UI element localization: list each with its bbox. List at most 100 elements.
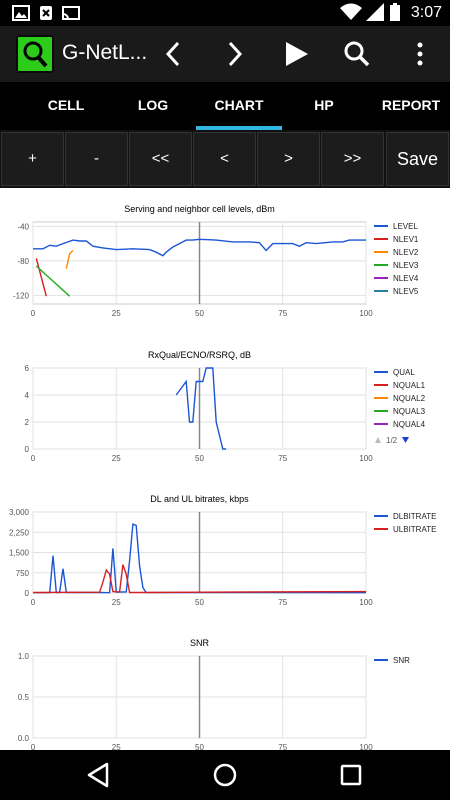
- x-tick-label: 0: [31, 598, 36, 607]
- tab-bar: CELL LOG CHART HP REPORT: [0, 82, 450, 130]
- tab-chart[interactable]: CHART: [196, 82, 282, 130]
- status-bar: 3:07: [0, 0, 450, 26]
- first-page-button[interactable]: <<: [129, 132, 192, 186]
- x-tick-label: 0: [31, 454, 36, 463]
- chart-2: RxQual/ECNO/RSRQ, dB 0 25 50 75 100 0 2 4 6 QUAL NQ…: [25, 350, 426, 463]
- tab-hp[interactable]: HP: [282, 82, 366, 130]
- legend-label: SNR: [393, 656, 410, 665]
- x-tick-label: 50: [195, 743, 204, 750]
- x-tick-label: 75: [278, 743, 287, 750]
- legend-label: NQUAL3: [393, 407, 426, 416]
- app-bar: G-NetL...: [0, 26, 450, 82]
- series-line-nlev3: [35, 265, 71, 297]
- tab-selected-indicator: [196, 126, 282, 130]
- home-icon[interactable]: [210, 760, 240, 790]
- legend-label: NLEV1: [393, 235, 419, 244]
- y-tick-label: 4: [25, 391, 30, 400]
- tab-label: REPORT: [381, 97, 441, 113]
- search-icon[interactable]: [337, 34, 377, 74]
- chart-title: SNR: [190, 638, 210, 648]
- legend-label: NQUAL1: [393, 381, 426, 390]
- x-tick-label: 50: [195, 309, 204, 318]
- legend-label: NLEV5: [393, 287, 419, 296]
- y-tick-label: -80: [17, 257, 29, 266]
- y-tick-label: -40: [17, 222, 29, 231]
- legend-label: NQUAL2: [393, 394, 426, 403]
- x-tick-label: 100: [359, 598, 373, 607]
- system-nav-bar: [0, 750, 450, 800]
- x-tick-label: 25: [112, 598, 121, 607]
- x-tick-label: 100: [359, 309, 373, 318]
- y-tick-label: 2,250: [9, 528, 30, 537]
- chevron-left-icon[interactable]: [154, 34, 194, 74]
- x-tick-label: 100: [359, 454, 373, 463]
- legend-next-page-icon: [402, 437, 409, 443]
- save-button[interactable]: Save: [386, 132, 449, 186]
- series-line-ulbitrate: [32, 564, 367, 594]
- legend-label: LEVEL: [393, 222, 418, 231]
- tab-log[interactable]: LOG: [122, 82, 184, 130]
- y-tick-label: 3,000: [9, 508, 30, 517]
- x-tick-label: 50: [195, 598, 204, 607]
- chevron-right-icon[interactable]: [214, 34, 254, 74]
- y-tick-label: 0: [25, 589, 30, 598]
- app-title: G-NetL...: [62, 41, 148, 64]
- x-tick-label: 25: [112, 743, 121, 750]
- tab-report[interactable]: REPORT: [366, 82, 450, 130]
- charts-area: Serving and neighbor cell levels, dBm 0 25…: [0, 188, 450, 750]
- chart-1: Serving and neighbor cell levels, dBm 0 25…: [13, 204, 419, 318]
- y-tick-label: 0: [25, 445, 30, 454]
- x-tick-label: 0: [31, 743, 36, 750]
- y-tick-label: -120: [13, 291, 30, 300]
- y-tick-label: 1.0: [18, 652, 30, 661]
- legend-page-indicator: 1/2: [386, 436, 398, 445]
- tab-label: HP: [314, 97, 334, 113]
- y-tick-label: 750: [16, 569, 30, 578]
- app-logo-icon[interactable]: [16, 35, 54, 73]
- no-sim-icon: [40, 6, 52, 20]
- overflow-menu-icon[interactable]: [400, 34, 440, 74]
- x-tick-label: 75: [278, 598, 287, 607]
- series-line-level: [33, 238, 366, 257]
- zoom-out-button[interactable]: -: [65, 132, 128, 186]
- tab-label: CELL: [47, 97, 85, 113]
- legend-label: NLEV3: [393, 261, 419, 270]
- legend-label: NLEV2: [393, 248, 419, 257]
- y-tick-label: 6: [25, 364, 30, 373]
- legend-label: NLEV4: [393, 274, 419, 283]
- tab-label: CHART: [214, 97, 264, 113]
- clock: 3:07: [410, 4, 442, 21]
- legend-label: NQUAL4: [393, 420, 426, 429]
- legend-label: DLBITRATE: [393, 512, 436, 521]
- tab-cell[interactable]: CELL: [10, 82, 122, 130]
- chart-title: DL and UL bitrates, kbps: [150, 494, 249, 504]
- legend-label: ULBITRATE: [393, 525, 436, 534]
- zoom-in-button[interactable]: +: [1, 132, 64, 186]
- recents-icon[interactable]: [336, 760, 366, 790]
- x-tick-label: 25: [112, 454, 121, 463]
- x-tick-label: 25: [112, 309, 121, 318]
- legend-label: QUAL: [393, 368, 415, 377]
- prev-page-button[interactable]: <: [193, 132, 256, 186]
- battery-icon: [390, 3, 400, 21]
- charts-svg: Serving and neighbor cell levels, dBm 0 25…: [9, 204, 436, 750]
- x-tick-label: 75: [278, 454, 287, 463]
- y-tick-label: 0.5: [18, 693, 30, 702]
- next-page-button[interactable]: >: [257, 132, 320, 186]
- chart-title: Serving and neighbor cell levels, dBm: [124, 204, 275, 214]
- chart-3: DL and UL bitrates, kbps 0 25 50 75 100 0 750 1,…: [9, 494, 436, 607]
- cast-icon: [62, 6, 80, 20]
- series-line-qual: [175, 367, 227, 450]
- x-tick-label: 50: [195, 454, 204, 463]
- wifi-icon: [340, 3, 362, 20]
- x-tick-label: 100: [359, 743, 373, 750]
- last-page-button[interactable]: >>: [321, 132, 384, 186]
- play-icon[interactable]: [276, 34, 316, 74]
- tab-label: LOG: [137, 97, 169, 113]
- y-tick-label: 0.0: [18, 734, 30, 743]
- signal-icon: [366, 3, 384, 21]
- back-icon[interactable]: [83, 760, 113, 790]
- y-tick-label: 1,500: [9, 549, 30, 558]
- chart-navigation-bar: + - << < > >> Save: [0, 130, 450, 188]
- chart-4: SNR 0 25 50 75 100 0.0 0.5 1.0 SNR: [18, 638, 410, 750]
